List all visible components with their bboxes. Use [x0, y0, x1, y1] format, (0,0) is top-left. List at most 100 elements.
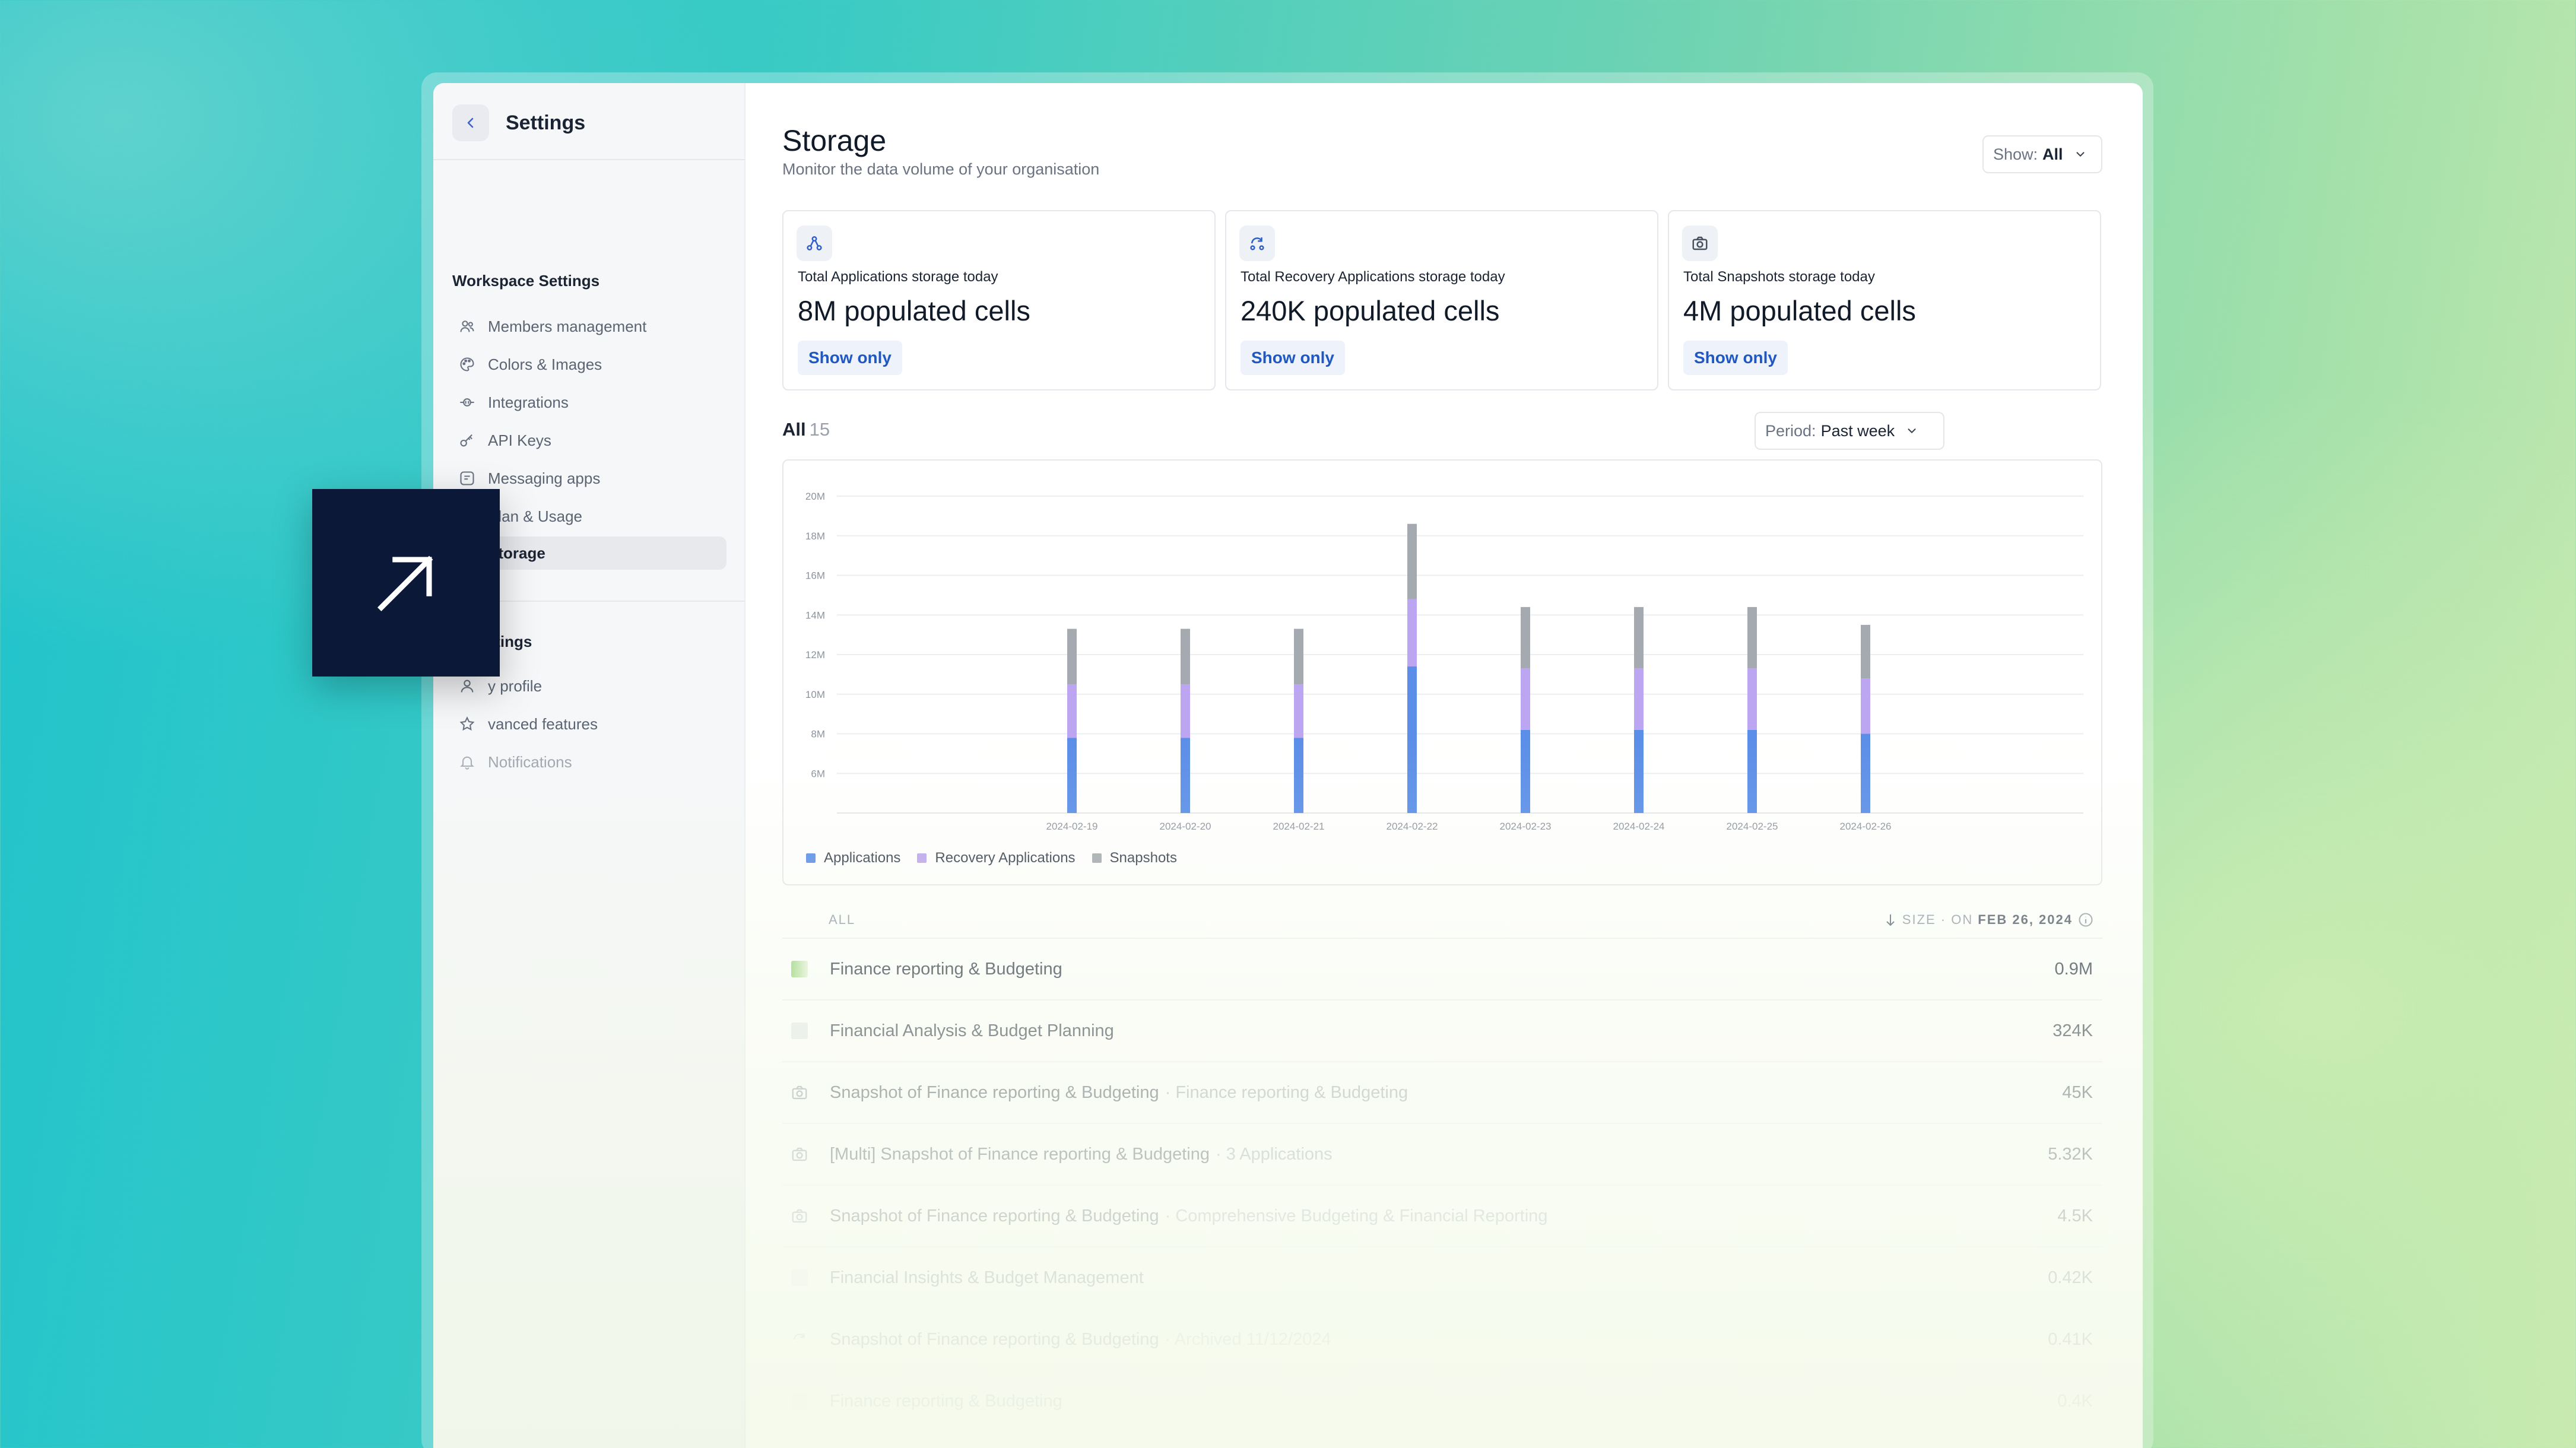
size-date: FEB 26, 2024	[1978, 912, 2073, 927]
bar-segment-recovery-applications[interactable]	[1747, 668, 1757, 730]
divider	[433, 601, 745, 602]
sidebar-item-api-keys[interactable]: API Keys	[452, 424, 727, 457]
applications-storage-card: Total Applications storage today 8M popu…	[782, 210, 1216, 390]
storage-chart: 6M 8M 10M 12M 14M 16M 18M 20M 2024-02-19 2024-02-…	[782, 459, 2102, 885]
legend-item-applications[interactable]: Applications	[806, 850, 900, 866]
list-item[interactable]: Finance reporting & Budgeting 0.4K	[782, 1370, 2102, 1431]
row-size: 324K	[2052, 1021, 2093, 1040]
sidebar-item-messaging[interactable]: Messaging apps	[452, 462, 727, 495]
list-item[interactable]: Financial Insights & Budget Management 0…	[782, 1246, 2102, 1308]
bar-segment-recovery-applications[interactable]	[1181, 684, 1190, 738]
bar-segment-applications[interactable]	[1861, 733, 1870, 814]
bar-segment-snapshots[interactable]	[1861, 624, 1870, 679]
bar-segment-recovery-applications[interactable]	[1294, 684, 1303, 738]
snapshots-storage-card: Total Snapshots storage today 4M populat…	[1668, 210, 2101, 390]
bar-segment-snapshots[interactable]	[1181, 628, 1190, 685]
bar-segment-snapshots[interactable]	[1634, 606, 1644, 669]
sidebar-item-label: Notifications	[488, 752, 572, 771]
sidebar-item-label: Integrations	[488, 393, 569, 411]
y-tick-label: 18M	[805, 531, 825, 542]
bar-segment-applications[interactable]	[1294, 738, 1303, 813]
recovery-icon	[789, 1329, 810, 1349]
app-icon	[789, 1021, 810, 1041]
chevron-down-icon	[1908, 428, 1916, 434]
period-label: Period:	[1765, 421, 1816, 440]
bell-icon	[458, 753, 476, 771]
bar-segment-snapshots[interactable]	[1067, 628, 1077, 685]
bar-segment-applications[interactable]	[1747, 729, 1757, 813]
bar-segment-recovery-applications[interactable]	[1861, 678, 1870, 734]
applications-icon	[797, 226, 832, 261]
bar-segment-recovery-applications[interactable]	[1407, 599, 1417, 667]
x-tick-label: 2024-02-22	[1387, 821, 1438, 832]
bar-segment-applications[interactable]	[1181, 738, 1190, 813]
list-item[interactable]: Financial Analysis & Budget Planning 324…	[782, 999, 2102, 1061]
show-only-button[interactable]: Show only	[1683, 341, 1788, 375]
sidebar-item-integrations[interactable]: Integrations	[452, 386, 727, 419]
card-value: 8M populated cells	[798, 295, 1030, 326]
row-size: 4.5K	[2057, 1206, 2093, 1225]
plug-icon	[458, 393, 476, 411]
workspace-settings-heading: Workspace Settings	[452, 272, 600, 290]
bar-segment-applications[interactable]	[1067, 738, 1077, 813]
bar-segment-snapshots[interactable]	[1294, 628, 1303, 685]
sidebar-item-notifications[interactable]: Notifications	[452, 745, 727, 779]
camera-icon	[789, 1082, 810, 1103]
show-filter-dropdown[interactable]: Show: All	[1982, 135, 2102, 173]
bar-segment-applications[interactable]	[1521, 729, 1530, 813]
card-label: Total Applications storage today	[798, 269, 998, 285]
row-size: 0.9M	[2054, 959, 2093, 979]
list-item[interactable]: Snapshot of Finance reporting & Budgetin…	[782, 1185, 2102, 1246]
list-item[interactable]: Snapshot of Finance reporting & Budgetin…	[782, 1308, 2102, 1370]
page-title: Storage	[782, 124, 887, 157]
all-label-text: All	[782, 419, 806, 440]
external-link-badge[interactable]	[312, 489, 500, 677]
y-tick-label: 14M	[805, 609, 825, 621]
legend-item-recovery[interactable]: Recovery Applications	[917, 850, 1076, 866]
row-name: Financial Analysis & Budget Planning	[830, 1021, 1114, 1040]
camera-icon	[1682, 226, 1718, 261]
chevron-down-icon	[2076, 152, 2085, 157]
bar-segment-recovery-applications[interactable]	[1067, 684, 1077, 738]
x-tick-label: 2024-02-20	[1160, 821, 1211, 832]
row-size: 0.4K	[2057, 1391, 2093, 1411]
row-name: Snapshot of Finance reporting & Budgetin…	[830, 1082, 1159, 1102]
all-filter-label[interactable]: All 15	[782, 419, 830, 440]
app-icon	[789, 1268, 810, 1288]
legend-label: Snapshots	[1109, 850, 1177, 866]
info-icon[interactable]	[2077, 912, 2094, 928]
legend-swatch	[917, 853, 927, 863]
back-button[interactable]	[452, 104, 489, 141]
bar-segment-snapshots[interactable]	[1407, 523, 1417, 599]
storage-chart-svg: 6M 8M 10M 12M 14M 16M 18M 20M 2024-02-19 2024-02-…	[805, 491, 2083, 832]
period-dropdown[interactable]: Period: Past week	[1755, 412, 1944, 450]
list-item[interactable]: Snapshot of Finance reporting & Budgetin…	[782, 1061, 2102, 1123]
sidebar-item-advanced-features[interactable]: vanced features	[452, 707, 727, 741]
sidebar-item-colors[interactable]: Colors & Images	[452, 348, 727, 381]
app-icon	[789, 1391, 810, 1411]
bar-segment-snapshots[interactable]	[1747, 606, 1757, 669]
row-name: Snapshot of Finance reporting & Budgetin…	[830, 1329, 1159, 1349]
list-col-size-sort[interactable]: SIZE · ON FEB 26, 2024	[1885, 912, 2094, 928]
bar-segment-recovery-applications[interactable]	[1521, 668, 1530, 730]
bar-segment-applications[interactable]	[1634, 729, 1644, 813]
list-item[interactable]: Finance reporting & Budgeting 0.9M	[782, 938, 2102, 999]
size-prefix: SIZE · ON	[1902, 912, 1974, 927]
show-only-button[interactable]: Show only	[1241, 341, 1345, 375]
x-tick-label: 2024-02-19	[1046, 821, 1098, 832]
bar-segment-snapshots[interactable]	[1521, 606, 1530, 669]
sidebar-item-label: Members management	[488, 317, 647, 335]
sidebar-item-profile[interactable]: y profile	[452, 669, 727, 703]
sidebar-item-members[interactable]: Members management	[452, 310, 727, 343]
row-name: Finance reporting & Budgeting	[830, 959, 1062, 979]
recovery-storage-card: Total Recovery Applications storage toda…	[1225, 210, 1658, 390]
row-size: 45K	[2062, 1082, 2093, 1102]
legend-item-snapshots[interactable]: Snapshots	[1092, 850, 1177, 866]
all-count: 15	[809, 419, 830, 440]
list-item[interactable]: [Multi] Snapshot of Finance reporting & …	[782, 1123, 2102, 1185]
show-only-button[interactable]: Show only	[798, 341, 902, 375]
bar-segment-applications[interactable]	[1407, 666, 1417, 813]
bar-segment-recovery-applications[interactable]	[1634, 668, 1644, 730]
row-name: Snapshot of Finance reporting & Budgetin…	[830, 1206, 1159, 1225]
show-filter-label: Show:	[1993, 145, 2038, 163]
